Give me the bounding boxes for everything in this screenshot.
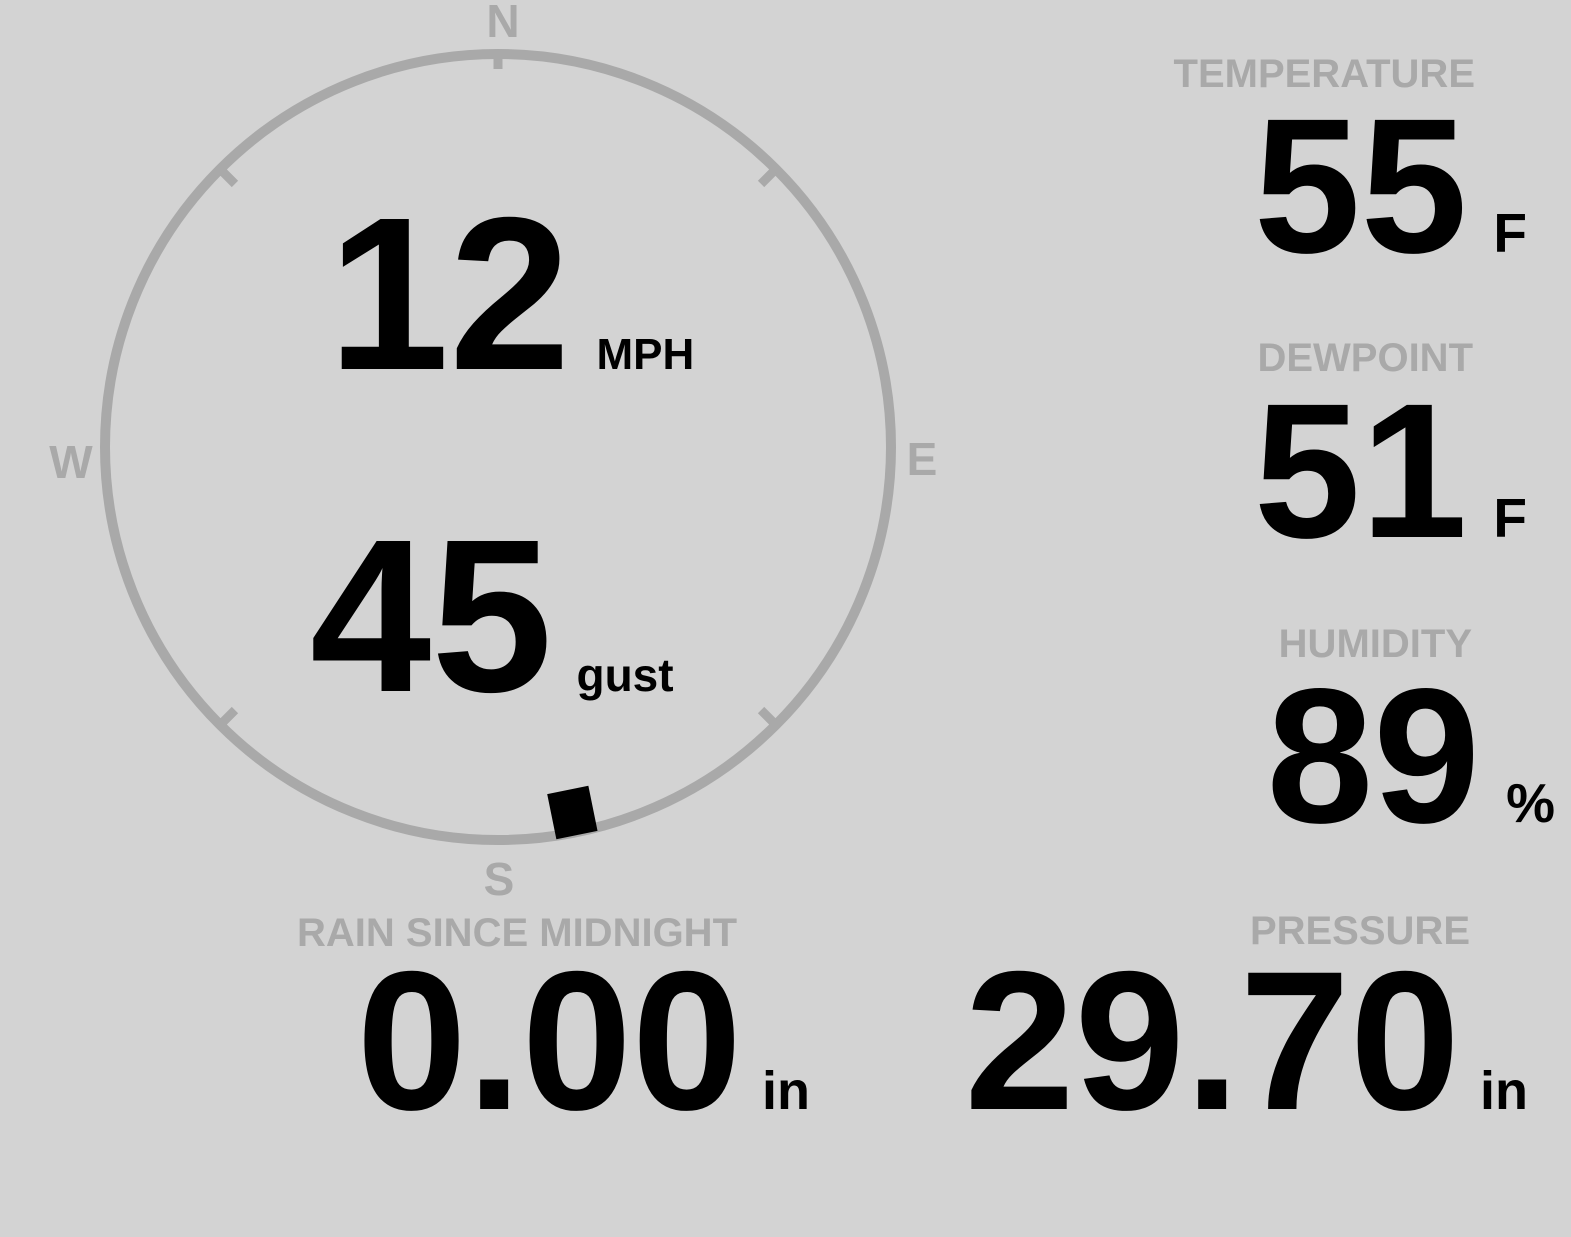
temperature-value-row: 55 F xyxy=(1254,90,1527,282)
dewpoint-label: DEWPOINT xyxy=(1257,336,1473,380)
compass-tick-southeast xyxy=(757,706,777,726)
pressure-unit: in xyxy=(1480,1061,1528,1121)
compass-ticks xyxy=(219,57,777,726)
dewpoint-value: 51 xyxy=(1253,363,1468,578)
compass-label-south: S xyxy=(483,853,515,905)
wind-direction-square xyxy=(547,785,598,840)
compass-tick-northwest xyxy=(219,168,239,188)
compass-label-west: W xyxy=(49,436,93,488)
humidity-label: HUMIDITY xyxy=(1278,622,1472,666)
pressure-value: 29.70 xyxy=(964,930,1460,1151)
wind-speed-unit: MPH xyxy=(596,330,695,379)
temperature-label: TEMPERATURE xyxy=(1173,52,1475,96)
humidity-unit: % xyxy=(1506,772,1555,834)
dewpoint-value-row: 51 F xyxy=(1254,375,1527,567)
pressure-label: PRESSURE xyxy=(1249,909,1470,953)
rain-unit: in xyxy=(762,1061,810,1121)
humidity-value: 89 xyxy=(1266,648,1481,863)
wind-direction-marker xyxy=(547,785,598,840)
temperature-unit: F xyxy=(1493,202,1527,264)
wind-gust-unit: gust xyxy=(576,649,674,701)
wind-speed-value: 12 xyxy=(328,173,571,416)
temperature-value: 55 xyxy=(1253,78,1468,293)
compass-tick-northeast xyxy=(757,168,777,188)
wind-gust-row: 45 gust xyxy=(310,508,674,726)
compass-label-east: E xyxy=(906,433,938,485)
rain-label: RAIN SINCE MIDNIGHT xyxy=(297,911,737,955)
rain-value-row: 0.00 in xyxy=(357,942,810,1140)
compass-tick-southwest xyxy=(219,706,239,726)
rain-value: 0.00 xyxy=(356,930,742,1151)
wind-speed-row: 12 MPH xyxy=(328,186,694,404)
humidity-value-row: 89 % xyxy=(1267,660,1555,852)
dewpoint-unit: F xyxy=(1493,487,1527,549)
pressure-value-row: 29.70 in xyxy=(965,942,1528,1140)
compass-ring xyxy=(100,49,896,845)
compass-label-north: N xyxy=(486,0,520,47)
wind-gust-value: 45 xyxy=(310,495,553,738)
